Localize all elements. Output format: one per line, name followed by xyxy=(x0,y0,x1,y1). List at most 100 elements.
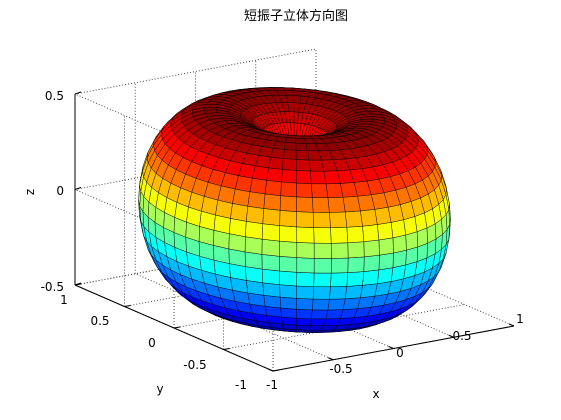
surface-patch xyxy=(261,238,280,257)
surface-patch xyxy=(263,295,281,309)
z-tick-mark xyxy=(74,187,82,190)
z-tick-mark xyxy=(74,91,82,95)
surface-patch xyxy=(378,237,394,256)
chart-title: 短振子立体方向图 xyxy=(244,8,348,24)
surface-patch xyxy=(295,142,308,152)
surface-patch xyxy=(377,222,394,241)
surface-patch xyxy=(296,226,315,244)
surface-patch xyxy=(330,257,349,274)
surface-patch xyxy=(313,227,332,244)
x-tick-mark xyxy=(328,357,334,361)
surface-patch xyxy=(279,225,298,243)
surface-patch xyxy=(313,258,332,274)
surface-patch xyxy=(312,286,331,300)
surface-patch xyxy=(330,272,349,288)
surface-patch xyxy=(246,206,265,225)
surface-patch xyxy=(377,267,394,284)
x-tick-label: 0 xyxy=(396,346,404,360)
surface-patch xyxy=(344,210,363,228)
surface-patch xyxy=(363,239,380,258)
surface-patch xyxy=(313,272,332,288)
surface-patch xyxy=(232,188,251,207)
y-axis-ticks: -1 -0.5 0 0.5 1 xyxy=(60,293,247,392)
surface-patch xyxy=(284,142,297,151)
surface-patch xyxy=(325,183,344,198)
surface-patch xyxy=(327,298,346,311)
surface-patch xyxy=(296,308,313,320)
surface-patch xyxy=(329,211,348,229)
z-axis-ticks: -0.5 0 0.5 xyxy=(41,89,64,294)
surface-patch xyxy=(311,309,329,320)
surface-patch xyxy=(378,252,394,271)
surface-patch xyxy=(252,165,269,181)
surface-patch xyxy=(362,224,380,242)
surface-patch xyxy=(346,226,365,244)
x-tick-mark xyxy=(448,334,454,338)
surface-patch xyxy=(213,214,231,235)
x-tick-label: -1 xyxy=(266,378,278,392)
surface-patch xyxy=(264,180,282,197)
z-tick-label: 0.5 xyxy=(45,89,64,103)
surface-patch xyxy=(279,195,297,212)
surface-patch xyxy=(244,236,263,255)
surface-patch xyxy=(295,324,311,331)
surface-patch xyxy=(309,170,327,185)
surface-patch xyxy=(312,298,330,311)
surface-patch xyxy=(390,219,406,239)
surface-patch xyxy=(296,182,313,198)
grid-line xyxy=(223,304,465,350)
x-tick-mark xyxy=(388,346,394,349)
surface-patch xyxy=(342,297,361,310)
surface-patch xyxy=(312,197,330,213)
surface-patch xyxy=(261,223,280,242)
surface-patch xyxy=(308,159,325,172)
surface-patch xyxy=(279,296,297,310)
surface-patch xyxy=(281,316,297,326)
surface-patch xyxy=(296,317,312,326)
surface-patch xyxy=(261,268,280,285)
surface-patch xyxy=(329,286,348,300)
surface-patch xyxy=(279,256,298,273)
z-axis-label: z xyxy=(23,189,37,195)
x-tick-label: -0.5 xyxy=(329,362,352,376)
surface-patch xyxy=(296,242,315,259)
surface-patch xyxy=(295,150,310,161)
x-axis-label: x xyxy=(372,387,379,401)
grid-line xyxy=(74,48,317,95)
surface-patch xyxy=(296,298,314,311)
y-tick-label: -0.5 xyxy=(183,358,206,372)
surface-patch xyxy=(266,167,283,183)
surface-patch xyxy=(313,242,332,259)
surface-patch xyxy=(280,181,297,198)
x-axis-ticks: -1 -0.5 0 0.5 1 xyxy=(266,312,524,392)
surface-patch xyxy=(296,196,314,213)
surface-patch xyxy=(262,208,281,226)
y-axis-label: y xyxy=(156,382,163,396)
y-tick-label: -1 xyxy=(235,378,247,392)
surface-patch xyxy=(347,256,365,273)
surface-patch xyxy=(261,254,280,272)
x-tick-mark xyxy=(267,368,274,372)
surface-patch xyxy=(346,271,365,287)
surface-patch xyxy=(279,284,297,299)
surface-patch xyxy=(309,318,327,327)
surface-patch xyxy=(279,240,298,258)
surface-patch xyxy=(308,325,325,331)
surface-patch xyxy=(268,156,284,170)
z-tick-label: 0 xyxy=(56,184,64,198)
y-tick-label: 0 xyxy=(148,336,156,350)
surface-patch xyxy=(230,203,249,222)
surface-patch xyxy=(296,211,314,228)
surface-patch xyxy=(263,193,281,211)
surface-patch xyxy=(282,158,297,171)
y-tick-mark xyxy=(74,283,82,286)
surface-patch xyxy=(295,138,307,144)
surface-patch xyxy=(293,90,303,97)
surface-patch xyxy=(280,307,297,319)
surface-patch xyxy=(296,170,312,185)
surface-plot xyxy=(138,87,451,333)
surface-patch xyxy=(244,251,263,270)
x-tick-label: 1 xyxy=(516,312,524,326)
y-tick-mark xyxy=(173,326,181,329)
